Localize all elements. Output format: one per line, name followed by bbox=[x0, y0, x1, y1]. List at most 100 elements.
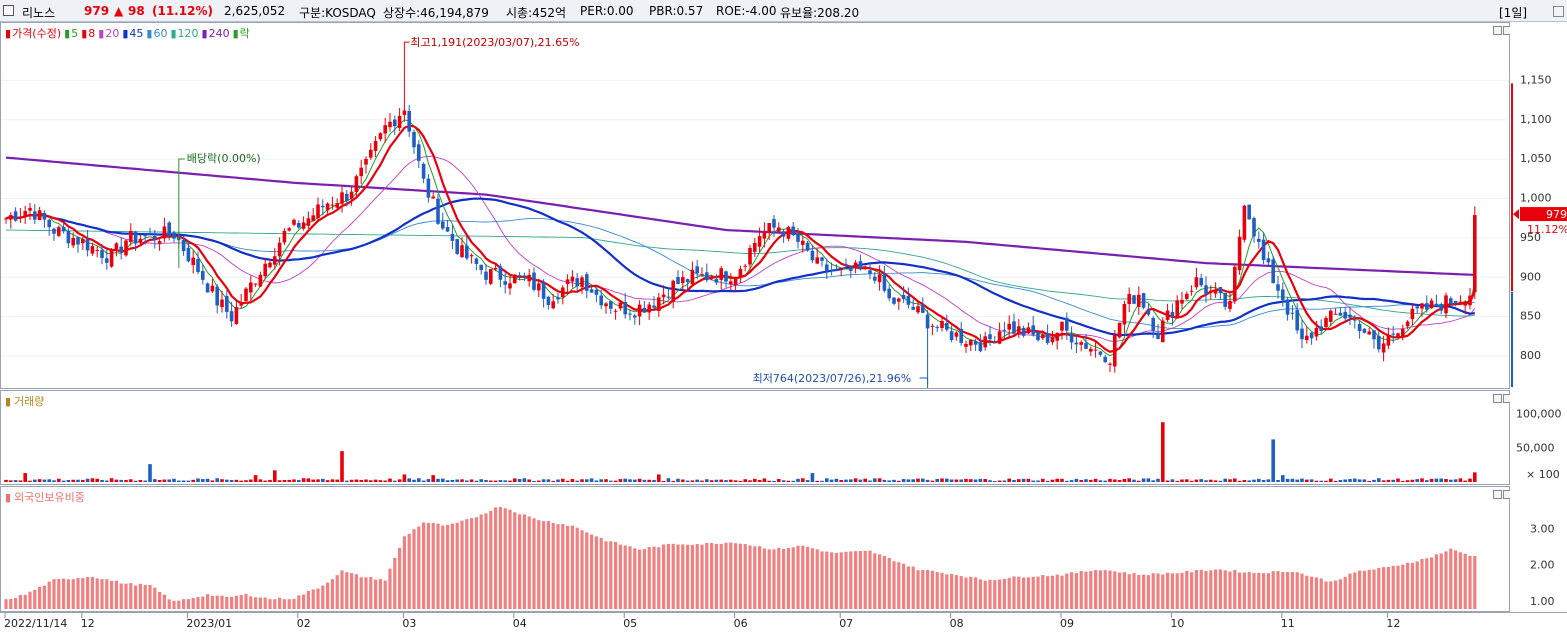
volume-legend-label: 거래량 bbox=[14, 395, 45, 408]
last-pct-label: 11.12% bbox=[1527, 223, 1567, 236]
volume-bar bbox=[220, 479, 224, 482]
candle-body bbox=[359, 167, 363, 177]
foreign-bar bbox=[1098, 570, 1102, 609]
close-window-icon[interactable] bbox=[1553, 6, 1564, 17]
candle-body bbox=[373, 141, 378, 151]
foreign-bar bbox=[618, 544, 622, 609]
candle-body bbox=[4, 218, 8, 220]
foreign-bar bbox=[806, 546, 810, 609]
candle-body bbox=[244, 288, 248, 302]
candle-body bbox=[1175, 300, 1179, 317]
foreign-bar bbox=[52, 579, 56, 609]
candle-body bbox=[1372, 330, 1376, 340]
volume-bar bbox=[301, 478, 306, 482]
volume-axis-scale: 100,000 50,000 × 100 bbox=[1516, 407, 1562, 481]
select-checkbox[interactable] bbox=[3, 5, 14, 16]
foreign-bar bbox=[844, 551, 848, 609]
foreign-bar bbox=[686, 544, 690, 609]
volume-bar bbox=[1180, 479, 1184, 482]
candle-body bbox=[849, 266, 853, 271]
period-button[interactable]: [1일] bbox=[1499, 6, 1528, 20]
volume-bar bbox=[9, 480, 13, 482]
candle-body bbox=[589, 289, 594, 293]
low-annotation: 최저764(2023/07/26),21.96% bbox=[753, 372, 912, 385]
volume-bar bbox=[4, 479, 8, 482]
candle-body bbox=[407, 110, 411, 132]
volume-bar bbox=[925, 479, 930, 482]
legend-item-6[interactable]: 120 bbox=[177, 27, 199, 40]
roe-label: ROE:-4.00 bbox=[716, 4, 777, 18]
volume-bar bbox=[239, 480, 243, 482]
foreign-axis: 3.00 2.00 1.00 bbox=[1510, 486, 1567, 612]
foreign-bar bbox=[4, 599, 8, 609]
foreign-bar bbox=[1324, 581, 1328, 609]
volume-bar bbox=[709, 480, 714, 482]
foreign-bar bbox=[422, 522, 426, 609]
legend-item-5[interactable]: 60 bbox=[153, 27, 168, 40]
foreign-bar bbox=[873, 553, 877, 609]
volume-bar bbox=[829, 479, 834, 482]
candle-body bbox=[1103, 356, 1107, 363]
volume-bar bbox=[1357, 479, 1362, 482]
legend-item-0[interactable]: 가격(수정) bbox=[12, 27, 62, 40]
foreign-bar bbox=[1444, 551, 1448, 609]
legend-item-2[interactable]: 8 bbox=[88, 27, 96, 40]
volume-bar bbox=[1237, 480, 1242, 482]
volume-bar bbox=[988, 480, 992, 482]
candle-body bbox=[1141, 293, 1146, 308]
volume-bar bbox=[983, 478, 987, 482]
foreign-bar bbox=[1406, 562, 1410, 609]
candle-body bbox=[157, 241, 162, 244]
candle-body bbox=[61, 226, 66, 232]
candle-body bbox=[1165, 310, 1170, 320]
foreign-bar bbox=[940, 572, 944, 609]
volume-minimize-icon[interactable] bbox=[1493, 394, 1502, 403]
volume-bar bbox=[225, 479, 229, 482]
foreign-bar bbox=[393, 557, 397, 609]
candle-body bbox=[983, 336, 987, 348]
volume-bar bbox=[321, 478, 325, 482]
foreign-bar bbox=[234, 595, 238, 609]
candle-body bbox=[1074, 342, 1079, 345]
foreign-bar bbox=[1002, 578, 1006, 609]
foreign-bar bbox=[542, 521, 546, 609]
panel-minimize-icon[interactable] bbox=[1493, 26, 1502, 35]
foreign-bar bbox=[191, 597, 195, 609]
volume-bar bbox=[959, 479, 963, 482]
volume-bar bbox=[503, 480, 507, 482]
foreign-bar bbox=[1190, 572, 1194, 609]
volume-bar bbox=[441, 478, 445, 482]
candle-body bbox=[172, 232, 176, 239]
candle-body bbox=[465, 245, 469, 259]
volume-bar bbox=[1444, 479, 1448, 482]
legend-item-3[interactable]: 20 bbox=[105, 27, 120, 40]
volume-bar bbox=[498, 480, 503, 482]
volume-bar bbox=[1170, 479, 1175, 482]
volume-bar bbox=[743, 479, 747, 482]
foreign-bar bbox=[383, 580, 387, 609]
foreign-minimize-icon[interactable] bbox=[1493, 490, 1502, 499]
legend-item-1[interactable]: 5 bbox=[71, 27, 79, 40]
candle-body bbox=[138, 239, 143, 243]
volume-bar bbox=[599, 479, 603, 482]
candle-body bbox=[1314, 328, 1319, 337]
foreign-bar bbox=[225, 596, 229, 609]
foreign-bar bbox=[1372, 569, 1376, 609]
volume-bar bbox=[930, 480, 935, 482]
candle-body bbox=[882, 274, 887, 291]
foreign-bar bbox=[1233, 570, 1237, 609]
candle-body bbox=[282, 230, 287, 243]
candle-body bbox=[1247, 204, 1251, 220]
candle-body bbox=[1031, 325, 1035, 335]
legend-item-7[interactable]: 240 bbox=[208, 27, 230, 40]
volume-legend-marker: ▮ bbox=[5, 395, 12, 408]
volume-bar bbox=[681, 479, 685, 482]
candle-body bbox=[839, 267, 843, 269]
foreign-bar bbox=[436, 523, 440, 609]
legend-item-4[interactable]: 45 bbox=[129, 27, 144, 40]
foreign-bar bbox=[1305, 575, 1309, 609]
foreign-bar bbox=[1218, 569, 1222, 609]
volume-bar bbox=[119, 479, 123, 482]
legend-item-8[interactable]: 락 bbox=[239, 27, 250, 40]
foreign-bar bbox=[206, 594, 210, 609]
